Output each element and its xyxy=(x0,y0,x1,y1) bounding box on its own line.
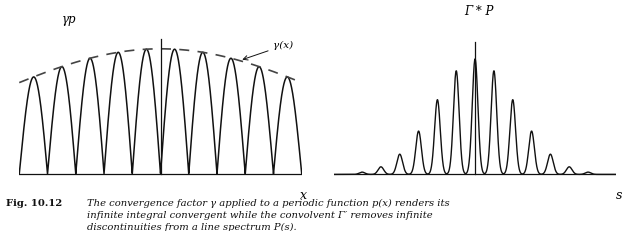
Text: x: x xyxy=(300,189,308,202)
Text: γp: γp xyxy=(62,12,76,25)
Text: γ(x): γ(x) xyxy=(243,41,293,60)
Text: The convergence factor γ applied to a periodic function p(x) renders its
infinit: The convergence factor γ applied to a pe… xyxy=(87,199,449,231)
Text: Fig. 10.12: Fig. 10.12 xyxy=(6,199,63,208)
Text: s: s xyxy=(616,189,622,202)
Text: Γ * P: Γ * P xyxy=(464,5,493,18)
